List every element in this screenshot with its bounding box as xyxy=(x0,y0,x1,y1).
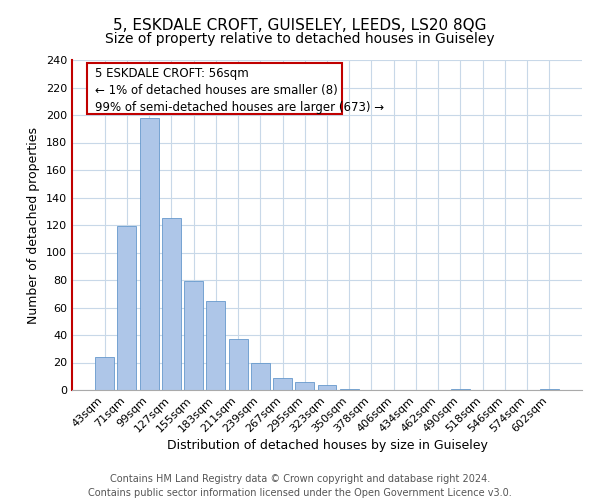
Bar xyxy=(206,300,225,390)
Text: 5, ESKDALE CROFT, GUISELEY, LEEDS, LS20 8QG: 5, ESKDALE CROFT, GUISELEY, LEEDS, LS20 … xyxy=(113,18,487,32)
Bar xyxy=(451,388,470,390)
Y-axis label: Number of detached properties: Number of detached properties xyxy=(28,126,40,324)
Bar xyxy=(118,226,136,390)
Text: ← 1% of detached houses are smaller (8): ← 1% of detached houses are smaller (8) xyxy=(95,84,338,97)
Bar xyxy=(184,282,203,390)
Text: 5 ESKDALE CROFT: 56sqm: 5 ESKDALE CROFT: 56sqm xyxy=(95,66,249,80)
Bar xyxy=(162,218,181,390)
Bar xyxy=(251,362,270,390)
Bar xyxy=(295,382,314,390)
Text: 99% of semi-detached houses are larger (673) →: 99% of semi-detached houses are larger (… xyxy=(95,101,384,114)
Bar xyxy=(95,357,114,390)
Bar xyxy=(273,378,292,390)
Bar xyxy=(140,118,158,390)
Text: Size of property relative to detached houses in Guiseley: Size of property relative to detached ho… xyxy=(105,32,495,46)
Text: Contains HM Land Registry data © Crown copyright and database right 2024.
Contai: Contains HM Land Registry data © Crown c… xyxy=(88,474,512,498)
Bar xyxy=(340,388,359,390)
Bar xyxy=(540,388,559,390)
FancyBboxPatch shape xyxy=(88,64,342,114)
Bar xyxy=(317,384,337,390)
Bar xyxy=(229,339,248,390)
X-axis label: Distribution of detached houses by size in Guiseley: Distribution of detached houses by size … xyxy=(167,440,487,452)
